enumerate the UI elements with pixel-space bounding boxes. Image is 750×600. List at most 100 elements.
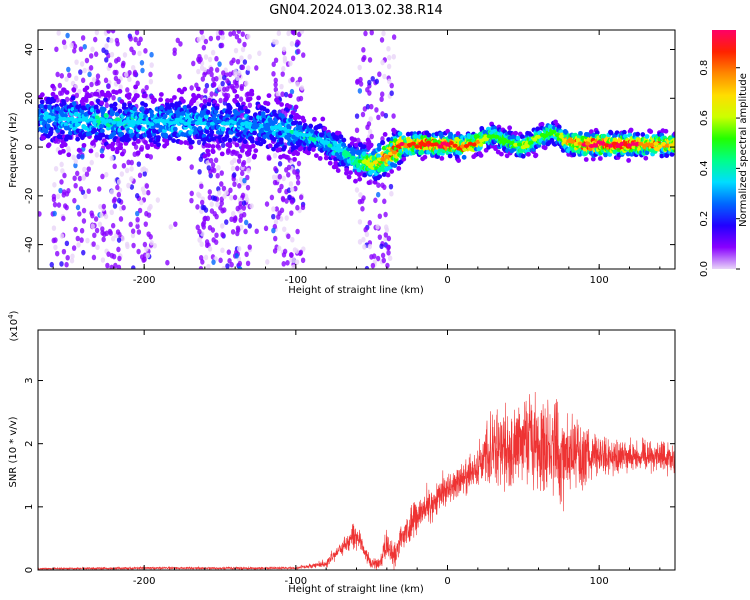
spectrogram-speckle (391, 34, 397, 40)
spectrogram-speckle (115, 184, 120, 191)
spectrogram-cell (447, 153, 453, 159)
spectrogram-speckle (245, 174, 250, 181)
spectrogram-speckle (149, 62, 154, 68)
spectrogram-speckle (116, 197, 122, 204)
spectrogram-cell (152, 97, 158, 103)
spectrogram-cell (101, 107, 107, 112)
spectrogram-speckle (100, 173, 105, 180)
spectrogram-peak (96, 119, 102, 124)
spectrogram-speckle (383, 232, 389, 238)
spectrogram-peak (266, 122, 272, 127)
spectrogram-cell (266, 93, 272, 99)
spectrogram-speckle (72, 175, 77, 182)
spectrogram-peak (338, 148, 344, 153)
spectrogram-peak (255, 123, 261, 128)
spectrogram-speckle (177, 73, 182, 80)
spectrogram-speckle (379, 96, 384, 103)
spectrogram-speckle (131, 265, 136, 269)
spectrogram-speckle (72, 48, 77, 54)
spectrogram-speckle (197, 53, 202, 60)
spectrogram-speckle (236, 158, 242, 164)
spectrogram-speckle (103, 213, 109, 220)
spectrogram-speckle (238, 200, 243, 207)
spectrogram-speckle (281, 175, 286, 182)
spectrogram-cell (261, 139, 267, 145)
spectrogram-cell (143, 102, 148, 108)
spectrogram-speckle (271, 227, 276, 234)
spectrogram-cell (266, 155, 272, 161)
colorbar-tick-label: 0.0 (699, 261, 710, 277)
spectrogram-plot-area (38, 30, 675, 269)
spectrogram-cell (53, 94, 59, 100)
spectrogram-speckle (240, 31, 245, 37)
spectrogram-cell (145, 143, 150, 149)
spectrogram-speckle (357, 88, 363, 94)
spectrogram-speckle (155, 197, 161, 203)
spectrogram-speckle (82, 193, 88, 200)
spectrogram-speckle (237, 70, 242, 76)
spectrogram-speckle (112, 69, 117, 76)
spectrogram-cell (627, 132, 633, 138)
spectrogram-peak (414, 144, 420, 149)
spectrogram-speckle (263, 225, 269, 232)
spectrogram-speckle (218, 97, 223, 104)
spectrogram-speckle (207, 246, 213, 252)
spectrogram-speckle (136, 229, 142, 235)
spectrogram-speckle (82, 67, 87, 74)
spectrogram-speckle (136, 40, 141, 47)
spectrogram-speckle (367, 243, 373, 250)
spectrogram-speckle (168, 224, 173, 230)
spectrogram-speckle (199, 183, 204, 190)
spectrogram-speckle (244, 196, 250, 203)
spectrogram-speckle (289, 210, 294, 216)
spectrogram-cell (385, 172, 391, 178)
x-tick-label: -200 (133, 576, 156, 587)
spectrogram-speckle (196, 68, 201, 75)
spectrogram-speckle (271, 174, 277, 181)
spectrogram-speckle (200, 259, 205, 265)
spectrogram-cell (89, 100, 95, 106)
spectrogram-speckle (81, 218, 87, 224)
spectrogram-speckle (81, 207, 87, 214)
spectrogram-peak (346, 153, 352, 158)
spectrogram-cell (99, 153, 105, 159)
spectrogram-speckle (53, 244, 58, 251)
spectrogram-speckle (195, 224, 200, 231)
spectrogram-cell (372, 179, 378, 185)
spectrogram-speckle (237, 260, 243, 267)
spectrogram-cell (224, 96, 229, 101)
spectrogram-cell (119, 99, 125, 104)
spectrogram-peak (585, 141, 591, 146)
spectrogram-speckle (165, 259, 170, 266)
spectrogram-speckle (134, 30, 140, 36)
spectrogram-peak (528, 140, 534, 145)
spectrogram-cell (132, 106, 138, 112)
spectrogram-cell (507, 125, 513, 131)
spectrogram-speckle (214, 239, 219, 245)
spectrogram-speckle (296, 160, 302, 167)
spectrogram-speckle (298, 249, 304, 256)
spectrogram-cell (664, 153, 670, 158)
spectrogram-cell (477, 151, 483, 156)
spectrogram-speckle (89, 53, 94, 59)
spectrogram-speckle (282, 226, 287, 233)
spectrogram-speckle (129, 184, 135, 190)
spectrogram-speckle (232, 194, 238, 201)
spectrogram-speckle (214, 55, 219, 62)
spectrogram-speckle (109, 155, 114, 162)
spectrogram-cell (133, 84, 138, 90)
spectrogram-speckle (355, 78, 360, 85)
spectrogram-speckle (368, 116, 373, 122)
spectrogram-speckle (369, 133, 374, 140)
spectrogram-cell (176, 156, 182, 161)
spectrogram-speckle (271, 213, 276, 220)
spectrogram-speckle (264, 201, 270, 207)
spectrogram-speckle (377, 213, 383, 220)
spectrogram-speckle (82, 43, 87, 50)
spectrogram-cell (515, 135, 521, 141)
spectrogram-speckle (111, 253, 117, 260)
spectrogram-speckle (113, 58, 119, 64)
spectrogram-speckle (233, 68, 238, 75)
spectrogram-speckle (220, 34, 225, 41)
spectrogram-speckle (367, 220, 372, 226)
